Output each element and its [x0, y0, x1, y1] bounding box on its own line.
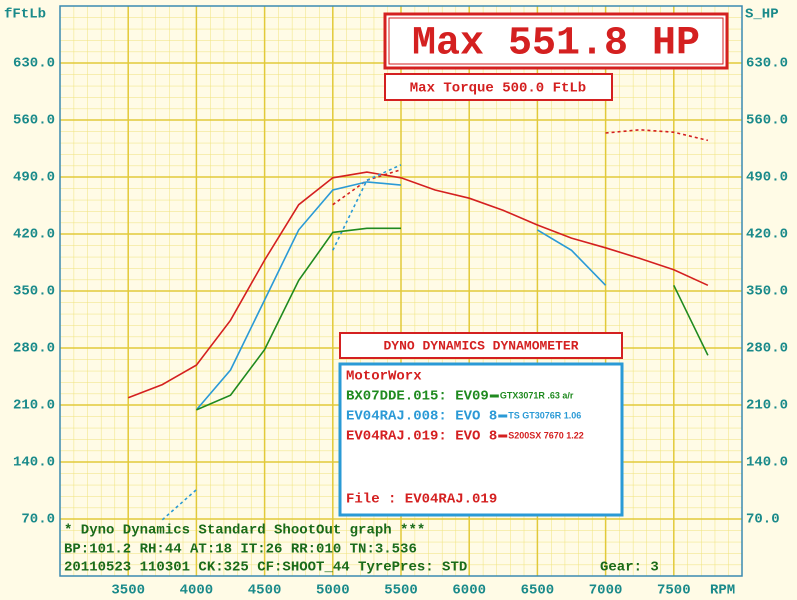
- y-tick-label: 70.0: [21, 512, 55, 528]
- y-axis-label: fFtLb: [4, 7, 46, 23]
- x-axis-label: RPM: [710, 583, 735, 599]
- legend-file: File : EV04RAJ.019: [346, 492, 497, 508]
- x-tick-label: 3500: [111, 583, 145, 599]
- y-tick-label: 420.0: [13, 227, 55, 243]
- y-tick-label: 280.0: [13, 341, 55, 357]
- max-hp-box: [383, 12, 729, 70]
- legend-note: GTX3071R .63 a/r: [500, 390, 574, 400]
- x-tick-label: 5500: [384, 583, 418, 599]
- y-tick-label: 210.0: [13, 398, 55, 414]
- y2-tick-label: 630.0: [746, 56, 788, 72]
- legend-box: [338, 362, 624, 517]
- y-tick-label: 630.0: [13, 56, 55, 72]
- y2-tick-label: 490.0: [746, 170, 788, 186]
- x-tick-label: 6000: [452, 583, 486, 599]
- legend-title: MotorWorx: [346, 369, 422, 385]
- y-tick-label: 140.0: [13, 455, 55, 471]
- y-tick-label: 560.0: [13, 113, 55, 129]
- footer-line: * Dyno Dynamics Standard ShootOut graph …: [64, 523, 425, 539]
- hp-line: [332, 128, 709, 206]
- gear: Gear: 3: [600, 560, 659, 576]
- max-torque: Max Torque 500.0 FtLb: [410, 81, 586, 97]
- dyno-title: DYNO DYNAMICS DYNAMOMETER: [383, 338, 578, 353]
- legend-label: EV04RAJ.019: EVO 8: [346, 429, 497, 445]
- x-tick-label: 4000: [180, 583, 214, 599]
- y2-tick-label: 560.0: [746, 113, 788, 129]
- footer-line: BP:101.2 RH:44 AT:18 IT:26 RR:010 TN:3.5…: [64, 542, 417, 558]
- x-tick-label: 5000: [316, 583, 350, 599]
- footer-line: 20110523 110301 CK:325 CF:SHOOT_44 TyreP…: [64, 560, 467, 576]
- legend-note: S200SX 7670 1.22: [508, 430, 584, 440]
- max-hp-box-inner: [388, 17, 724, 65]
- y2-tick-label: 140.0: [746, 455, 788, 471]
- y2-tick-label: 350.0: [746, 284, 788, 300]
- max-torque-box: [384, 73, 613, 101]
- x-tick-label: 4500: [248, 583, 282, 599]
- torque-line: [195, 181, 607, 411]
- y2-tick-label: 420.0: [746, 227, 788, 243]
- legend-note: TS GT3076R 1.06: [508, 410, 581, 420]
- y-tick-label: 350.0: [13, 284, 55, 300]
- x-tick-label: 7000: [589, 583, 623, 599]
- y-tick-label: 490.0: [13, 170, 55, 186]
- dyno-title-box: [339, 332, 623, 359]
- x-tick-label: 7500: [657, 583, 691, 599]
- torque-line: [196, 227, 709, 411]
- legend-label: BX07DDE.015: EV09: [346, 389, 489, 405]
- torque-line: [127, 171, 709, 399]
- y2-tick-label: 210.0: [746, 398, 788, 414]
- max-hp: Max 551.8 HP: [412, 22, 700, 67]
- x-tick-label: 6500: [521, 583, 555, 599]
- y2-axis-label: S_HP: [745, 7, 779, 23]
- legend-label: EV04RAJ.008: EVO 8: [346, 409, 497, 425]
- plot-frame: [59, 5, 743, 577]
- y2-tick-label: 70.0: [746, 512, 780, 528]
- y2-tick-label: 280.0: [746, 341, 788, 357]
